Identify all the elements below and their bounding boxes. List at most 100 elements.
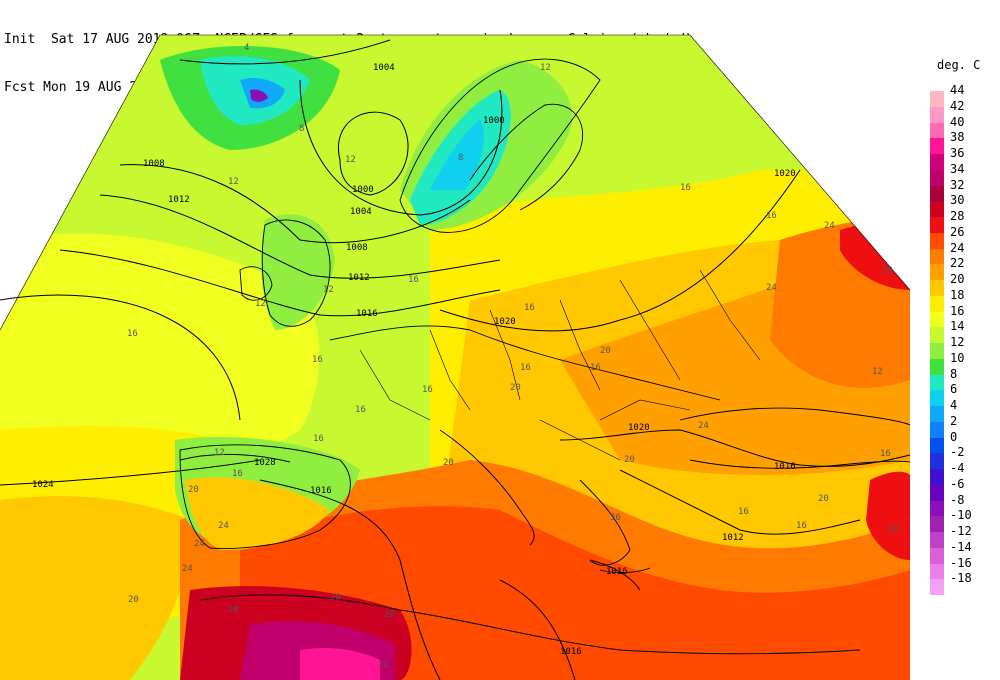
temperature-label: 20 xyxy=(128,595,139,605)
border-germany-east xyxy=(489,309,521,401)
legend-entry: -10 xyxy=(928,508,998,532)
isobar-1028 xyxy=(179,453,291,463)
legend-entry: 36 xyxy=(928,146,998,170)
legend-swatch xyxy=(930,185,944,202)
legend-swatch xyxy=(930,91,944,107)
isobar-1004-ring xyxy=(299,79,503,216)
border-balkans xyxy=(539,419,621,461)
legend-label: -14 xyxy=(950,539,972,554)
legend-swatch xyxy=(930,343,944,359)
legend-entry: 38 xyxy=(928,130,998,154)
border-belarus-south xyxy=(619,279,681,381)
isobar-label: 1024 xyxy=(32,480,54,490)
isobar-label: 1020 xyxy=(774,169,796,179)
isobar-label: 1028 xyxy=(254,458,276,468)
legend-label: 32 xyxy=(950,177,965,192)
legend-label: 14 xyxy=(950,319,965,334)
legend-entry: 34 xyxy=(928,162,998,186)
legend-label: 30 xyxy=(950,193,965,208)
legend-label: -8 xyxy=(950,492,965,507)
ireland-coast xyxy=(239,266,273,301)
temperature-label: 16 xyxy=(422,385,433,395)
map-domain xyxy=(0,35,910,680)
temperature-label: 24 xyxy=(766,283,777,293)
temperature-label: 24 xyxy=(194,539,205,549)
legend-swatch xyxy=(930,248,944,265)
legend-swatch xyxy=(930,500,944,517)
isobar-1012-north xyxy=(99,194,501,279)
legend-label: -12 xyxy=(950,524,972,538)
legend-label: 36 xyxy=(950,146,965,160)
legend-label: 16 xyxy=(950,303,965,318)
legend-label: 42 xyxy=(950,98,965,113)
country-borders xyxy=(359,269,761,461)
temperature-label: 28 xyxy=(384,610,395,620)
isobar-1024 xyxy=(0,459,261,486)
africa-38-zone xyxy=(300,648,380,680)
legend-entry: 30 xyxy=(928,193,998,217)
temperature-label: 16 xyxy=(520,363,531,373)
legend-swatch xyxy=(930,532,944,548)
scandinavia-6-zone xyxy=(430,120,485,190)
legend-entry: 2 xyxy=(928,414,998,438)
border-germany-west xyxy=(429,329,471,411)
legend-swatch xyxy=(930,358,944,375)
temperature-label: 16 xyxy=(796,521,807,531)
isobar-label: 1000 xyxy=(483,116,505,126)
iberia-20-zone xyxy=(185,477,330,550)
isobar-label: 1008 xyxy=(346,243,368,253)
legend-label: 24 xyxy=(950,240,965,255)
legend-label: -6 xyxy=(950,476,965,491)
temperature-label: 24 xyxy=(698,421,709,431)
isobar-label: 1000 xyxy=(352,185,374,195)
temperature-label: 16 xyxy=(127,329,138,339)
isobar-label: 1016 xyxy=(606,567,628,577)
legend-label: 8 xyxy=(950,366,958,381)
british-isles-12-zone xyxy=(261,214,335,330)
legend-label: 34 xyxy=(950,161,965,176)
isobar-label: 1012 xyxy=(722,533,744,543)
legend-swatch xyxy=(930,516,944,532)
legend-label: 18 xyxy=(950,287,965,302)
isobar-1000-low xyxy=(338,111,409,196)
temperature-label: 12 xyxy=(872,367,883,377)
domain-border xyxy=(0,34,911,331)
italy-coast xyxy=(439,429,535,546)
legend-label: -2 xyxy=(950,445,965,460)
temperature-label: 12 xyxy=(228,177,239,187)
great-britain-coast xyxy=(261,219,331,327)
iberia-coast xyxy=(179,444,351,549)
legend-label: -4 xyxy=(950,461,965,475)
border-romania xyxy=(599,399,691,421)
temperature-label: 20 xyxy=(510,383,521,393)
temperature-label: 20 xyxy=(600,346,611,356)
black-sea-north-coast xyxy=(679,407,911,426)
legend-entry: 40 xyxy=(928,115,998,139)
temperature-label: 24 xyxy=(824,221,835,231)
isobar-1016-south xyxy=(499,579,576,680)
temperature-label: 12 xyxy=(323,285,334,295)
crete-coast xyxy=(599,567,651,574)
legend-swatch xyxy=(930,264,944,280)
temperature-label: 20 xyxy=(443,458,454,468)
temperature-label: 8 xyxy=(458,153,463,163)
legend-swatch xyxy=(930,469,944,485)
legend-entry: 4 xyxy=(928,398,998,422)
isobar-label: 1004 xyxy=(373,63,395,73)
legend-swatch xyxy=(930,295,944,312)
isobar-1012-turkey xyxy=(619,469,861,535)
legend-entry: 28 xyxy=(928,209,998,233)
legend-entry: 10 xyxy=(928,351,998,375)
legend-label: 40 xyxy=(950,114,965,129)
isobar-label: 1008 xyxy=(143,159,165,169)
temperature-label: 16 xyxy=(355,405,366,415)
legend-label: -10 xyxy=(950,508,972,523)
temperature-label: 12 xyxy=(345,155,356,165)
temperature-label: 16 xyxy=(232,469,243,479)
temperature-label: 28 xyxy=(228,605,239,615)
baltic-coast xyxy=(469,103,584,211)
temperature-label: 20 xyxy=(624,455,635,465)
middle-east-28-zone xyxy=(866,471,910,560)
legend-label: 38 xyxy=(950,130,965,145)
legend-entry: 20 xyxy=(928,272,998,296)
